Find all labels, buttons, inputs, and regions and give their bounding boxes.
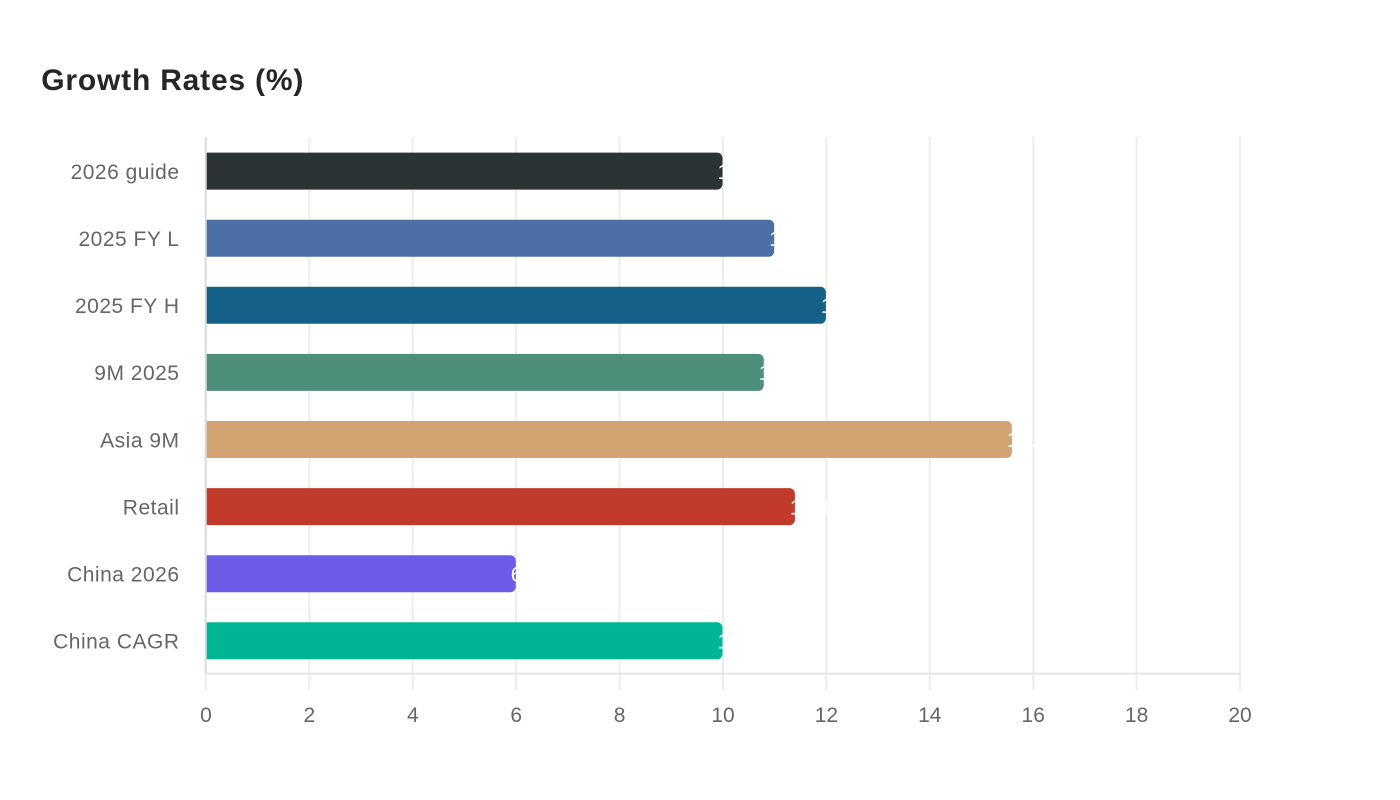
svg-text:11.0: 11.0 — [769, 228, 808, 251]
svg-text:China CAGR: China CAGR — [53, 631, 179, 654]
svg-text:4: 4 — [407, 704, 419, 727]
svg-text:6.0: 6.0 — [511, 563, 540, 586]
svg-text:2025 FY L: 2025 FY L — [78, 228, 179, 251]
svg-text:10.0: 10.0 — [718, 630, 759, 653]
svg-text:6: 6 — [510, 704, 522, 727]
svg-text:2: 2 — [304, 704, 316, 727]
svg-text:18: 18 — [1125, 704, 1148, 727]
svg-text:12.0: 12.0 — [821, 295, 862, 318]
svg-text:15.6: 15.6 — [1007, 429, 1048, 452]
svg-text:14: 14 — [918, 704, 942, 727]
svg-text:12: 12 — [815, 704, 838, 727]
svg-text:16: 16 — [1022, 704, 1045, 727]
svg-text:Asia 9M: Asia 9M — [100, 429, 179, 452]
svg-text:20: 20 — [1228, 704, 1251, 727]
svg-text:10.0: 10.0 — [718, 161, 759, 184]
svg-text:10.8: 10.8 — [759, 362, 800, 385]
svg-text:0: 0 — [200, 704, 212, 727]
svg-text:China 2026: China 2026 — [67, 564, 179, 587]
svg-text:8: 8 — [614, 704, 626, 727]
svg-text:2025 FY H: 2025 FY H — [75, 295, 180, 318]
svg-text:Retail: Retail — [123, 496, 180, 519]
svg-text:2026 guide: 2026 guide — [71, 161, 180, 184]
svg-text:11.4: 11.4 — [790, 496, 830, 519]
svg-text:10: 10 — [711, 704, 734, 727]
svg-text:9M 2025: 9M 2025 — [94, 362, 179, 385]
svg-text:Growth Rates (%): Growth Rates (%) — [41, 64, 304, 97]
